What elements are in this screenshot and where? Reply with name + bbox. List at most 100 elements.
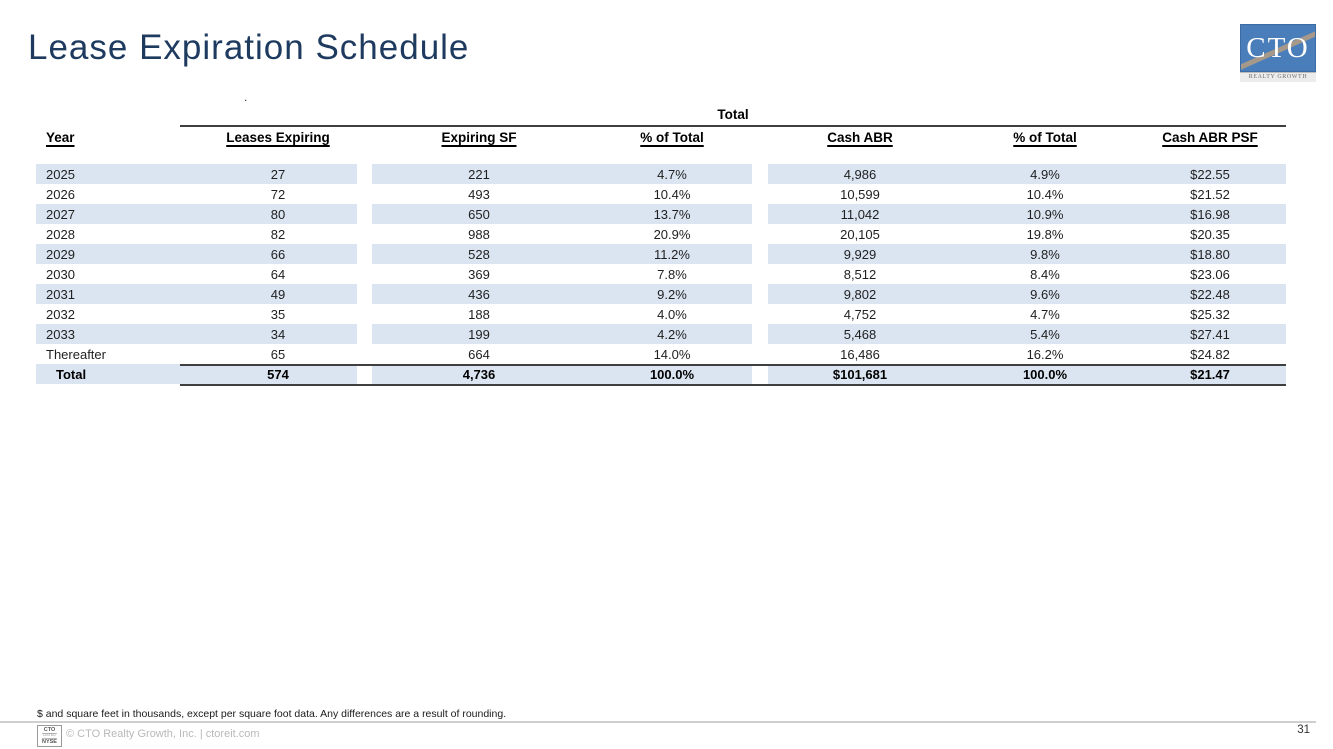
cell-pct-of-total-abr: 19.8% bbox=[1026, 226, 1064, 242]
cell-year: 2026 bbox=[46, 186, 75, 202]
cell-year: 2032 bbox=[46, 306, 75, 322]
table-total-row: Total 574 4,736 100.0% $101,681 100.0% $21.47 bbox=[0, 364, 1333, 384]
table-row: 2033 34 199 4.2% 5,468 5.4% $27.41 bbox=[0, 324, 1333, 344]
cell-leases-expiring: 64 bbox=[270, 266, 286, 282]
cell-pct-of-total-sf: 11.2% bbox=[654, 246, 690, 262]
cell-pct-of-total-sf: 10.4% bbox=[653, 186, 691, 202]
table-group-header-total: Total bbox=[717, 106, 749, 122]
cell-pct-of-total-abr: 16.2% bbox=[1026, 346, 1064, 362]
cell-leases-expiring: 80 bbox=[270, 206, 286, 222]
table-row: 2030 64 369 7.8% 8,512 8.4% $23.06 bbox=[0, 264, 1333, 284]
cell-pct-of-total-sf: 13.7% bbox=[653, 206, 691, 222]
table-body: 2025 27 221 4.7% 4,986 4.9% $22.55 2026 72 493 10.… bbox=[0, 164, 1333, 384]
cell-pct-of-total-sf: 9.2% bbox=[657, 286, 687, 302]
cell-expiring-sf: 493 bbox=[468, 186, 490, 202]
cell-pct-of-total-abr: 8.4% bbox=[1030, 266, 1060, 282]
cell-cash-abr-psf: $22.48 bbox=[1190, 286, 1230, 302]
cell-pct-of-total-sf: 4.0% bbox=[657, 306, 687, 322]
table-row: 2027 80 650 13.7% 11,042 10.9% $16.98 bbox=[0, 204, 1333, 224]
cell-expiring-sf: 664 bbox=[468, 346, 490, 362]
cell-cash-abr: $101,681 bbox=[832, 366, 888, 382]
cell-expiring-sf: 528 bbox=[468, 246, 490, 262]
cell-leases-expiring: 34 bbox=[270, 326, 286, 342]
cell-leases-expiring: 35 bbox=[270, 306, 286, 322]
cell-cash-abr-psf: $24.82 bbox=[1190, 346, 1230, 362]
cell-pct-of-total-sf: 20.9% bbox=[653, 226, 691, 242]
cell-cash-abr: 9,929 bbox=[843, 246, 877, 262]
cto-logo-box: CTO bbox=[1240, 24, 1316, 72]
column-header-leases-expiring: Leases Expiring bbox=[226, 129, 330, 145]
cell-cash-abr-psf: $22.55 bbox=[1190, 166, 1230, 182]
footer-divider bbox=[0, 721, 1316, 723]
cell-cash-abr-psf: $25.32 bbox=[1190, 306, 1230, 322]
cell-cash-abr-psf: $21.52 bbox=[1190, 186, 1230, 202]
logo-monogram: CTO bbox=[1246, 31, 1310, 64]
cell-leases-expiring: 49 bbox=[270, 286, 286, 302]
logo-tagline: REALTY GROWTH bbox=[1240, 72, 1316, 82]
cell-year: 2029 bbox=[46, 246, 75, 262]
cell-cash-abr: 5,468 bbox=[843, 326, 877, 342]
cell-leases-expiring: 72 bbox=[270, 186, 286, 202]
cell-year: 2033 bbox=[46, 326, 75, 342]
badge-cto-label: CTO bbox=[43, 727, 56, 734]
cell-year: 2028 bbox=[46, 226, 75, 242]
cell-leases-expiring: 65 bbox=[270, 346, 286, 362]
column-header-pct-of-total-sf: % of Total bbox=[640, 129, 704, 145]
cell-cash-abr-psf: $16.98 bbox=[1190, 206, 1230, 222]
cell-pct-of-total-sf: 7.8% bbox=[657, 266, 687, 282]
cell-expiring-sf: 988 bbox=[468, 226, 490, 242]
cell-expiring-sf: 199 bbox=[468, 326, 490, 342]
cell-leases-expiring: 66 bbox=[270, 246, 286, 262]
cell-cash-abr-psf: $23.06 bbox=[1190, 266, 1230, 282]
cell-cash-abr: 16,486 bbox=[840, 346, 880, 362]
column-header-year: Year bbox=[46, 129, 75, 145]
table-row: Thereafter 65 664 14.0% 16,486 16.2% $24.82 bbox=[0, 344, 1333, 364]
footnote: $ and square feet in thousands, except p… bbox=[37, 708, 507, 720]
cell-expiring-sf: 188 bbox=[468, 306, 490, 322]
cell-leases-expiring: 574 bbox=[267, 366, 289, 382]
cell-pct-of-total-abr: 5.4% bbox=[1030, 326, 1060, 342]
cell-cash-abr: 11,042 bbox=[840, 206, 880, 222]
table-row: 2032 35 188 4.0% 4,752 4.7% $25.32 bbox=[0, 304, 1333, 324]
table-header-row: Year Leases Expiring Expiring SF % of To… bbox=[0, 128, 1333, 146]
cell-cash-abr: 9,802 bbox=[843, 286, 877, 302]
table-row: 2028 82 988 20.9% 20,105 19.8% $20.35 bbox=[0, 224, 1333, 244]
cto-logo: CTO REALTY GROWTH bbox=[1240, 24, 1316, 82]
cell-expiring-sf: 650 bbox=[468, 206, 490, 222]
stray-period-mark: . bbox=[244, 90, 248, 104]
cell-cash-abr-psf: $27.41 bbox=[1190, 326, 1230, 342]
total-row-top-rule bbox=[180, 364, 1286, 366]
cell-year: 2030 bbox=[46, 266, 75, 282]
cell-pct-of-total-abr: 100.0% bbox=[1022, 366, 1068, 382]
page-number: 31 bbox=[1297, 724, 1310, 736]
cell-expiring-sf: 4,736 bbox=[462, 366, 496, 382]
cell-cash-abr-psf: $20.35 bbox=[1190, 226, 1230, 242]
cell-cash-abr: 4,752 bbox=[843, 306, 877, 322]
cell-cash-abr: 20,105 bbox=[840, 226, 880, 242]
cell-pct-of-total-abr: 10.9% bbox=[1026, 206, 1064, 222]
cell-pct-of-total-sf: 14.0% bbox=[653, 346, 691, 362]
column-header-cash-abr: Cash ABR bbox=[827, 129, 893, 145]
table-header-top-rule bbox=[180, 125, 1286, 127]
badge-nyse-label: NYSE bbox=[42, 738, 57, 745]
badge-listed-label: LISTED bbox=[42, 733, 57, 739]
cell-pct-of-total-abr: 4.9% bbox=[1030, 166, 1060, 182]
cell-leases-expiring: 82 bbox=[270, 226, 286, 242]
cell-year: 2031 bbox=[46, 286, 75, 302]
cell-year: Total bbox=[56, 366, 87, 382]
cell-pct-of-total-sf: 100.0% bbox=[649, 366, 695, 382]
column-header-cash-abr-psf: Cash ABR PSF bbox=[1162, 129, 1258, 145]
cell-leases-expiring: 27 bbox=[270, 166, 286, 182]
copyright-text: © CTO Realty Growth, Inc. | ctoreit.com bbox=[66, 728, 260, 740]
page-title: Lease Expiration Schedule bbox=[28, 28, 470, 67]
cell-year: 2027 bbox=[46, 206, 75, 222]
cell-cash-abr-psf: $21.47 bbox=[1190, 366, 1230, 382]
cell-pct-of-total-sf: 4.2% bbox=[657, 326, 687, 342]
cell-expiring-sf: 369 bbox=[468, 266, 490, 282]
column-header-pct-of-total-abr: % of Total bbox=[1013, 129, 1077, 145]
cell-expiring-sf: 221 bbox=[468, 166, 490, 182]
cell-cash-abr: 10,599 bbox=[840, 186, 880, 202]
cell-pct-of-total-abr: 4.7% bbox=[1030, 306, 1060, 322]
cell-pct-of-total-abr: 10.4% bbox=[1026, 186, 1064, 202]
